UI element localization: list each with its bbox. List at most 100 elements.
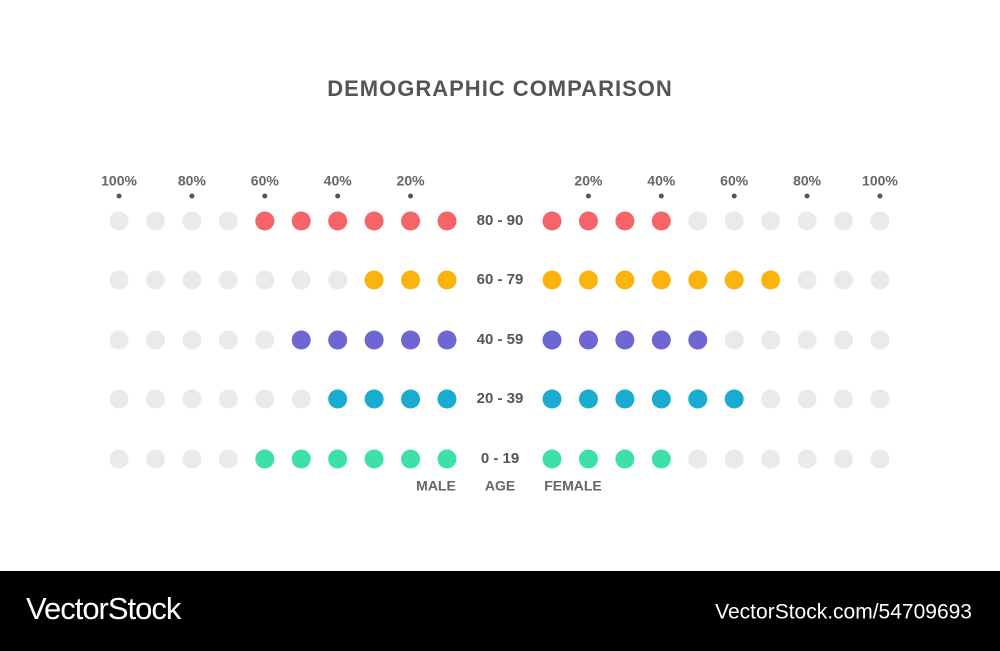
dot-row bbox=[109, 270, 457, 290]
empty-dot bbox=[182, 211, 202, 231]
empty-dot bbox=[255, 270, 275, 290]
dot bbox=[255, 211, 275, 231]
x-tick-label: 20% bbox=[397, 173, 426, 189]
dot-row bbox=[109, 330, 457, 350]
dot bbox=[364, 330, 384, 350]
empty-dot bbox=[724, 211, 744, 231]
dot bbox=[651, 449, 671, 469]
empty-dot bbox=[145, 270, 165, 290]
x-tick-label: 80% bbox=[793, 173, 822, 189]
empty-dot bbox=[870, 449, 890, 469]
empty-dot bbox=[797, 330, 817, 350]
empty-dot bbox=[218, 211, 238, 231]
dot bbox=[615, 211, 635, 231]
tick-mark bbox=[804, 193, 810, 199]
empty-dot bbox=[870, 330, 890, 350]
footer-brand: VectorStock bbox=[26, 591, 182, 626]
x-tick-label: 60% bbox=[720, 173, 749, 189]
empty-dot bbox=[182, 389, 202, 409]
dot bbox=[688, 389, 708, 409]
dot-row bbox=[542, 270, 890, 290]
series-label: MALE bbox=[416, 478, 456, 494]
footer-band bbox=[0, 571, 1000, 651]
empty-dot bbox=[218, 330, 238, 350]
empty-dot bbox=[109, 270, 129, 290]
empty-dot bbox=[834, 270, 854, 290]
dot bbox=[578, 270, 598, 290]
dot bbox=[542, 211, 562, 231]
dot bbox=[328, 211, 348, 231]
tick-mark bbox=[658, 193, 664, 199]
empty-dot bbox=[291, 389, 311, 409]
empty-dot bbox=[834, 389, 854, 409]
empty-dot bbox=[182, 330, 202, 350]
dot bbox=[328, 389, 348, 409]
empty-dot bbox=[688, 211, 708, 231]
series-label: FEMALE bbox=[544, 478, 602, 494]
dot bbox=[401, 389, 421, 409]
dot bbox=[578, 449, 598, 469]
dot bbox=[437, 449, 457, 469]
category-label: 80 - 90 bbox=[477, 212, 524, 229]
empty-dot bbox=[145, 330, 165, 350]
empty-dot bbox=[761, 449, 781, 469]
empty-dot bbox=[797, 389, 817, 409]
dot bbox=[542, 270, 562, 290]
empty-dot bbox=[218, 389, 238, 409]
empty-dot bbox=[834, 211, 854, 231]
dot bbox=[651, 330, 671, 350]
category-label: 20 - 39 bbox=[477, 390, 524, 407]
empty-dot bbox=[870, 389, 890, 409]
x-tick-label: 80% bbox=[178, 173, 207, 189]
empty-dot bbox=[109, 449, 129, 469]
dot bbox=[328, 330, 348, 350]
empty-dot bbox=[109, 330, 129, 350]
dot bbox=[437, 211, 457, 231]
empty-dot bbox=[724, 449, 744, 469]
dot-row bbox=[542, 449, 890, 469]
empty-dot bbox=[145, 389, 165, 409]
dot bbox=[364, 449, 384, 469]
tick-mark bbox=[335, 193, 341, 199]
empty-dot bbox=[834, 449, 854, 469]
empty-dot bbox=[724, 330, 744, 350]
dot bbox=[688, 270, 708, 290]
dot bbox=[615, 449, 635, 469]
x-tick-label: 40% bbox=[324, 173, 353, 189]
category-label: 60 - 79 bbox=[477, 271, 524, 288]
category-label: 0 - 19 bbox=[481, 450, 519, 467]
empty-dot bbox=[145, 211, 165, 231]
tick-mark bbox=[262, 193, 268, 199]
tick-mark bbox=[877, 193, 883, 199]
empty-dot bbox=[328, 270, 348, 290]
dot bbox=[651, 389, 671, 409]
dot bbox=[651, 211, 671, 231]
x-tick-label: 20% bbox=[574, 173, 603, 189]
dot bbox=[578, 330, 598, 350]
dot bbox=[615, 270, 635, 290]
empty-dot bbox=[255, 389, 275, 409]
x-tick-label: 100% bbox=[101, 173, 137, 189]
dot bbox=[364, 211, 384, 231]
dot-row bbox=[542, 389, 890, 409]
empty-dot bbox=[109, 211, 129, 231]
dot bbox=[724, 270, 744, 290]
empty-dot bbox=[870, 211, 890, 231]
x-tick-label: 40% bbox=[647, 173, 676, 189]
empty-dot bbox=[218, 270, 238, 290]
empty-dot bbox=[109, 389, 129, 409]
dot bbox=[437, 330, 457, 350]
empty-dot bbox=[182, 270, 202, 290]
dot bbox=[291, 211, 311, 231]
dot bbox=[724, 389, 744, 409]
empty-dot bbox=[182, 449, 202, 469]
category-axis-label: AGE bbox=[485, 478, 515, 494]
empty-dot bbox=[218, 449, 238, 469]
dot bbox=[688, 330, 708, 350]
x-tick-label: 100% bbox=[862, 173, 898, 189]
tick-mark bbox=[189, 193, 195, 199]
dot bbox=[401, 270, 421, 290]
dot bbox=[401, 211, 421, 231]
dot-row bbox=[109, 211, 457, 231]
